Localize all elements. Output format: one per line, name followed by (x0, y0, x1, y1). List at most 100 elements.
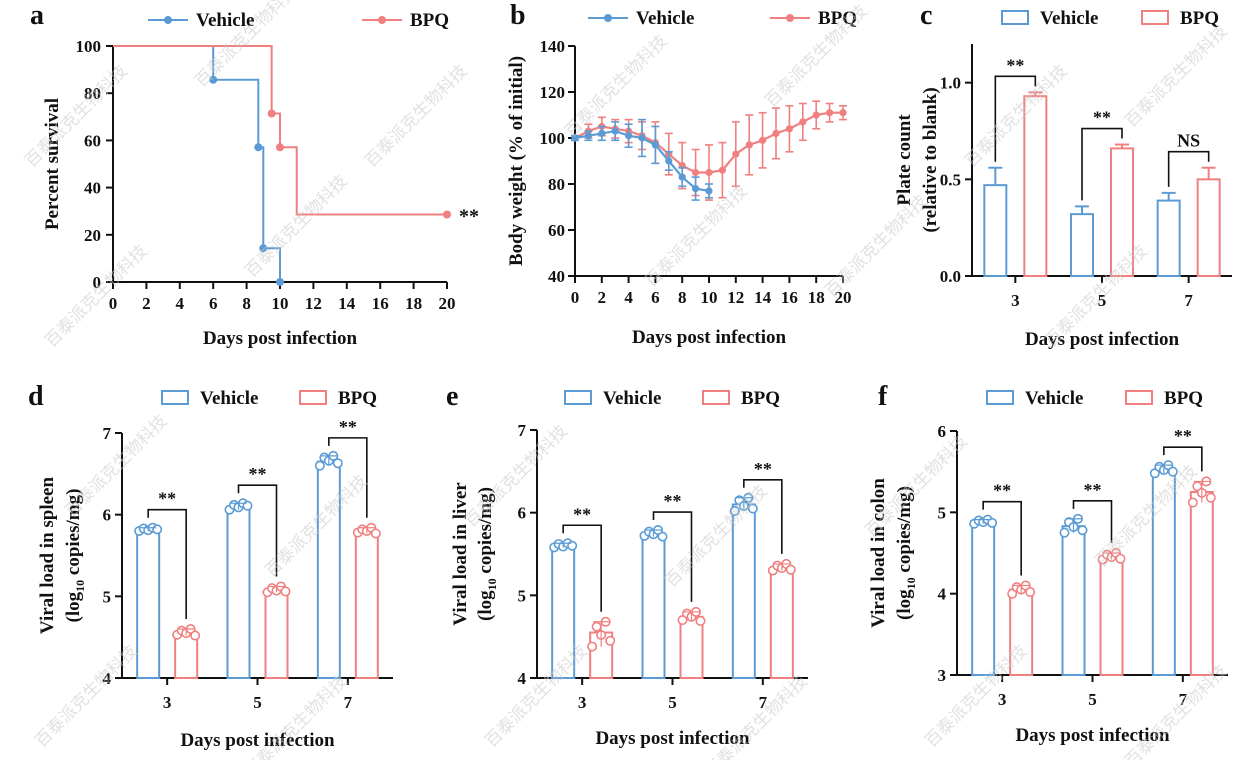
bar-bpq (1099, 556, 1124, 676)
x-tick-label: 0 (109, 294, 118, 313)
y-tick-label: 120 (540, 83, 566, 102)
significance-bracket (328, 437, 368, 518)
weight-point-vehicle (665, 157, 673, 165)
y-tick-label: 20 (84, 226, 101, 245)
significance-label: ** (1006, 55, 1024, 75)
legend-swatch-bpq (702, 390, 730, 405)
y-tick-label: 5 (518, 586, 527, 605)
panel-letter: b (510, 0, 526, 31)
censor-mark-bpq (267, 109, 276, 118)
data-point-vehicle (657, 531, 668, 542)
bar-vehicle (1061, 525, 1086, 676)
panel-f: f Vehicle BPQ 3 4 5 6 3 ** 5 ** 7 ** Days post infect… (868, 381, 1228, 746)
y-tick-label: 60 (84, 131, 101, 150)
significance-label: ** (249, 464, 267, 484)
bar-vehicle (983, 184, 1008, 277)
y-tick-label: 4 (518, 669, 527, 688)
censor-mark-bpq (443, 210, 451, 219)
panel-letter: e (446, 381, 458, 412)
x-tick-label: 2 (142, 294, 151, 313)
y-tick-label: 7 (103, 424, 112, 443)
data-point-bpq (677, 615, 688, 626)
x-tick-label: 5 (253, 693, 262, 712)
legend-label-bpq: BPQ (338, 388, 377, 409)
y-tick-label: 140 (540, 37, 566, 56)
bar-bpq (1023, 95, 1048, 277)
y-tick-label: 6 (938, 422, 947, 441)
significance-label: ** (158, 489, 176, 509)
legend-marker-bpq (378, 16, 386, 24)
censor-mark-vehicle (259, 244, 268, 253)
y-tick-label: 4 (103, 669, 112, 688)
y-axis-unit-label: (log10 copies/mg) (894, 486, 918, 620)
data-point-bpq (1007, 588, 1018, 599)
legend-label-vehicle: Vehicle (603, 388, 661, 409)
y-tick-label: 3 (938, 666, 947, 685)
panel-letter: a (30, 0, 44, 31)
y-tick-label: 80 (548, 175, 565, 194)
x-tick-label: 5 (668, 693, 677, 712)
weight-point-bpq (692, 168, 700, 177)
significance-label: NS (1177, 131, 1200, 151)
data-point-vehicle (1149, 468, 1160, 479)
significance-label: ** (993, 481, 1011, 501)
y-tick-label: 80 (84, 84, 101, 103)
legend-label-vehicle: Vehicle (1025, 388, 1083, 409)
data-point-vehicle (1059, 527, 1070, 538)
y-tick-label: 100 (76, 37, 102, 56)
censor-mark-bpq (276, 143, 284, 152)
bar-vehicle (641, 533, 666, 679)
significance-bracket (1163, 446, 1203, 472)
data-point-bpq (785, 564, 796, 575)
x-tick-label: 10 (272, 294, 289, 313)
data-point-bpq (591, 621, 602, 632)
legend-swatch-vehicle (986, 390, 1014, 405)
legend-label-vehicle: Vehicle (200, 388, 258, 409)
bar-vehicle (1151, 469, 1176, 677)
y-tick-label: 1.0 (940, 74, 961, 93)
weight-point-bpq (812, 111, 820, 119)
x-tick-label: 12 (305, 294, 322, 313)
x-tick-label: 5 (1088, 690, 1097, 709)
weight-point-bpq (772, 129, 780, 137)
survival-line-bpq (113, 45, 447, 216)
data-point-vehicle (152, 524, 163, 535)
legend-label-vehicle: Vehicle (636, 8, 694, 29)
y-tick-label: 60 (548, 221, 565, 240)
x-tick-label: 3 (163, 693, 172, 712)
significance-bracket (994, 75, 1037, 162)
y-tick-label: 6 (518, 504, 527, 523)
y-tick-label: 4 (938, 585, 947, 604)
weight-point-vehicle (638, 134, 646, 142)
weight-point-vehicle (584, 132, 593, 140)
data-point-bpq (587, 641, 598, 652)
bar-bpq (679, 615, 704, 679)
data-point-vehicle (1167, 466, 1178, 477)
censor-mark-vehicle (209, 75, 218, 84)
x-tick-label: 2 (598, 288, 607, 307)
survival-line-vehicle (113, 45, 281, 282)
y-tick-label: 6 (103, 506, 112, 525)
significance-bracket (237, 484, 278, 577)
x-axis-label: Days post infection (203, 328, 358, 349)
unit-prefix: (log (63, 591, 84, 622)
legend-swatch-vehicle (564, 390, 592, 405)
data-point-bpq (370, 528, 381, 539)
data-point-vehicle (987, 517, 998, 528)
x-tick-label: 3 (1011, 291, 1020, 310)
data-point-vehicle (314, 460, 325, 471)
significance-label: ** (1174, 426, 1192, 446)
y-axis-label: Percent survival (42, 98, 63, 230)
y-axis-label: Body weight (% of initial) (506, 56, 527, 266)
data-point-bpq (605, 635, 616, 646)
legend-label-bpq: BPQ (741, 388, 780, 409)
weight-point-bpq (826, 109, 834, 117)
x-tick-label: 20 (835, 288, 852, 307)
legend-label-bpq: BPQ (818, 8, 857, 29)
bar-bpq (1196, 178, 1221, 277)
x-tick-label: 7 (344, 693, 353, 712)
significance-label: ** (1084, 480, 1102, 500)
bar-vehicle (1070, 213, 1094, 277)
y-tick-label: 7 (518, 421, 527, 440)
